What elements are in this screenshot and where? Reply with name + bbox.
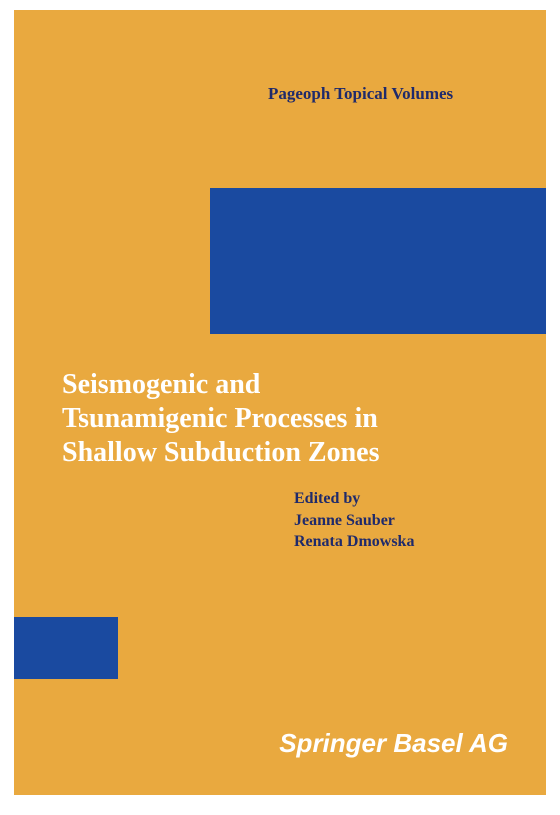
- editors-block: Edited by Jeanne Sauber Renata Dmowska: [294, 488, 414, 553]
- title-line-2: Tsunamigenic Processes in: [62, 402, 522, 436]
- book-cover: Pageoph Topical Volumes Seismogenic and …: [14, 10, 546, 795]
- book-title: Seismogenic and Tsunamigenic Processes i…: [62, 368, 522, 470]
- series-name: Pageoph Topical Volumes: [268, 84, 453, 104]
- title-line-3: Shallow Subduction Zones: [62, 436, 522, 470]
- decorative-rect-bottom: [14, 617, 118, 679]
- decorative-rect-top: [210, 188, 546, 334]
- editor-2: Renata Dmowska: [294, 531, 414, 553]
- publisher-name: Springer Basel AG: [279, 728, 508, 759]
- editor-1: Jeanne Sauber: [294, 510, 414, 532]
- edited-by-label: Edited by: [294, 488, 414, 510]
- title-line-1: Seismogenic and: [62, 368, 522, 402]
